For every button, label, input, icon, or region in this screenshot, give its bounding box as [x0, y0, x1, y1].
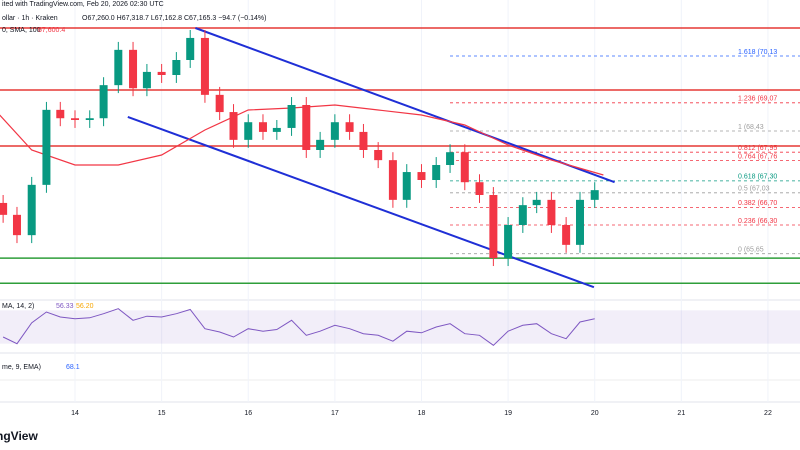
candle-body	[547, 199, 556, 225]
candle-body	[56, 109, 65, 119]
x-tick-label: 20	[591, 410, 599, 417]
candle-body	[475, 182, 484, 195]
candle-body	[432, 165, 441, 180]
candle-body	[0, 202, 8, 215]
candle-body	[229, 112, 238, 140]
candle-body	[417, 172, 426, 180]
x-tick-label: 19	[504, 410, 512, 417]
x-tick-label: 16	[244, 410, 252, 417]
candle-body	[302, 105, 311, 150]
candle-body	[142, 71, 151, 89]
candle-body	[345, 122, 354, 132]
candle-body	[316, 139, 325, 150]
fib-label: 0.236 (66,30	[738, 218, 777, 225]
sma-value: 67,600.4	[38, 27, 65, 34]
candle-body	[590, 190, 599, 200]
candle-body	[27, 184, 36, 236]
candle-body	[244, 122, 253, 140]
candle-body	[446, 152, 455, 165]
candle-body	[71, 118, 80, 120]
candle-body	[258, 122, 267, 132]
candle-body	[114, 49, 123, 86]
candle-body	[388, 160, 397, 200]
candle-body	[532, 199, 541, 206]
candle-body	[562, 225, 571, 245]
candle-body	[272, 127, 281, 132]
x-tick-label: 17	[331, 410, 339, 417]
x-tick-label: 22	[764, 410, 772, 417]
fib-label: 0.382 (66,70	[738, 200, 777, 207]
candle-body	[330, 122, 339, 140]
candle-body	[12, 214, 21, 236]
trendline	[127, 115, 595, 289]
fib-label: 0.764 (67,76	[738, 153, 777, 160]
candle-body	[489, 195, 498, 259]
candle-body	[518, 205, 527, 225]
candle-body	[129, 49, 138, 89]
candle-body	[42, 109, 51, 185]
fib-label: 0.618 (67,30	[738, 174, 777, 181]
x-tick-label: 15	[158, 410, 166, 417]
logo: ngView	[0, 429, 38, 443]
rsi-line	[2, 308, 595, 346]
fib-label: 0 (65,65	[738, 247, 764, 254]
rsi-ma-value: 56.20	[76, 303, 94, 310]
candle-body	[287, 105, 296, 128]
rsi-value: 56.33	[56, 303, 74, 310]
fib-label: 1 (68,43	[738, 124, 764, 131]
candle-body	[359, 131, 368, 150]
candle-body	[200, 37, 209, 95]
source: ited with TradingView.com, Feb 20, 2026 …	[2, 1, 164, 8]
macd-value: 68.1	[66, 364, 80, 371]
ohlc: O67,260.0 H67,318.7 L67,162.8 C67,165.3 …	[82, 15, 266, 22]
plot: 14 15 16 17 18 19 20 21 22 1.618 (70,13 1.236 (69,…	[0, 0, 800, 417]
macd-label: me, 9, EMA)	[2, 364, 41, 371]
candle-body	[157, 71, 166, 75]
trendline	[195, 27, 615, 184]
candle-body	[85, 118, 94, 120]
rsi-label: MA, 14, 2)	[2, 303, 34, 310]
fib-label: 0.5 (67,03	[738, 186, 770, 193]
x-tick-label: 18	[418, 410, 426, 417]
candle-body	[402, 172, 411, 200]
candle-body	[575, 199, 584, 245]
candle-body	[172, 60, 181, 75]
candle-body	[186, 37, 195, 60]
candle-body	[504, 225, 513, 259]
fib-label: 1.236 (69,07	[738, 96, 777, 103]
x-tick-label: 14	[71, 410, 79, 417]
sma-label: 0, SMA, 100	[2, 27, 41, 34]
rsi-band	[0, 310, 800, 344]
candle-body	[460, 152, 469, 183]
candle-body	[99, 85, 108, 119]
symbol: ollar · 1h · Kraken	[2, 15, 58, 22]
candle-body	[215, 94, 224, 113]
fib-label: 0.812 (67,95	[738, 145, 777, 152]
fib-label: 1.618 (70,13	[738, 49, 777, 56]
candle-body	[374, 150, 383, 161]
x-tick-label: 21	[677, 410, 685, 417]
